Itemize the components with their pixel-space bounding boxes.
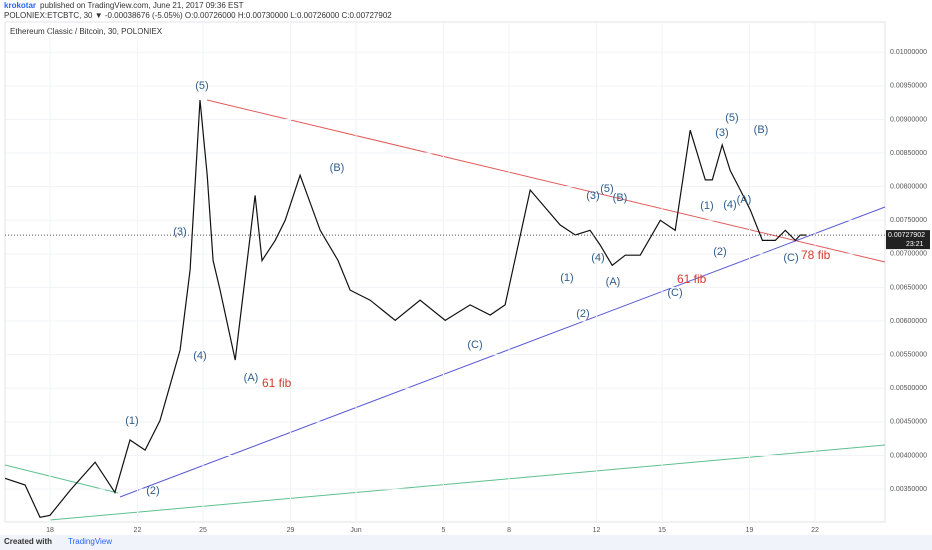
y-tick-label: 0.00450000 — [890, 419, 927, 426]
x-tick-label: 22 — [134, 527, 142, 534]
x-tick-label: 18 — [46, 527, 54, 534]
footer-brand[interactable]: TradingView — [68, 537, 112, 546]
wave-label: (3) — [715, 127, 728, 139]
wave-label: (5) — [195, 80, 208, 92]
y-tick-label: 0.00850000 — [890, 150, 927, 157]
wave-label: (5) — [725, 112, 738, 124]
price-line — [4, 99, 807, 518]
y-tick-label: 0.00400000 — [890, 452, 927, 459]
x-tick-label: 25 — [199, 527, 207, 534]
y-tick-label: 0.00650000 — [890, 284, 927, 291]
quote: POLONIEX:ETCBTC, 30 ▼ -0.00038676 (-5.05… — [4, 11, 392, 20]
y-tick-label: 0.00550000 — [890, 352, 927, 359]
y-tick-label: 0.01000000 — [890, 49, 927, 56]
author[interactable]: krokotar — [4, 1, 36, 10]
fib-label: 61 fib — [262, 376, 292, 390]
y-tick-label: 0.00500000 — [890, 385, 927, 392]
footer-created: Created with — [4, 537, 52, 546]
fib-label: 78 fib — [801, 248, 831, 262]
fib-label: 61 fib — [677, 272, 707, 286]
wave-label: (2) — [576, 308, 589, 320]
last-price-label: 0.00727902 — [888, 232, 925, 239]
wave-label: (A) — [606, 276, 621, 288]
wave-label: (4) — [723, 199, 736, 211]
x-tick-label: 5 — [442, 527, 446, 534]
x-tick-label: 15 — [658, 527, 666, 534]
wave-label: (1) — [700, 200, 713, 212]
wave-label: (1) — [125, 415, 138, 427]
y-tick-label: 0.00350000 — [890, 486, 927, 493]
plot-frame — [4, 21, 886, 523]
y-tick-label: 0.00950000 — [890, 83, 927, 90]
wave-label: (4) — [193, 350, 206, 362]
x-tick-label: 19 — [746, 527, 754, 534]
wave-label: (B) — [330, 162, 345, 174]
footer-bar — [0, 535, 932, 550]
x-tick-label: 29 — [287, 527, 295, 534]
wave-label: (4) — [591, 252, 604, 264]
wave-label: (A) — [244, 372, 259, 384]
support-line — [119, 206, 886, 498]
countdown-label: 23:21 — [906, 241, 924, 248]
wave-label: (3) — [173, 226, 186, 238]
wave-label: (2) — [713, 246, 726, 258]
long-trend-line — [49, 444, 886, 521]
wave-label: (A) — [737, 194, 752, 206]
wave-label: (C) — [783, 252, 798, 264]
short-trend-line — [4, 464, 119, 494]
y-tick-label: 0.00600000 — [890, 318, 927, 325]
y-tick-label: 0.00900000 — [890, 116, 927, 123]
x-tick-label: Jun — [350, 527, 361, 534]
wave-label: (5) — [600, 183, 613, 195]
last-price-box — [886, 230, 930, 250]
wave-label: (C) — [467, 339, 482, 351]
published: published on TradingView.com, June 21, 2… — [40, 1, 244, 10]
x-tick-label: 12 — [593, 527, 601, 534]
x-tick-label: 22 — [811, 527, 819, 534]
x-tick-label: 8 — [507, 527, 511, 534]
wave-label: (3) — [586, 190, 599, 202]
wave-label: (2) — [146, 485, 159, 497]
wave-label: (B) — [613, 192, 628, 204]
wave-label: (1) — [560, 272, 573, 284]
y-tick-label: 0.00800000 — [890, 183, 927, 190]
y-tick-label: 0.00700000 — [890, 251, 927, 258]
y-tick-label: 0.00750000 — [890, 217, 927, 224]
wave-label: (C) — [667, 287, 682, 299]
chart-title: Ethereum Classic / Bitcoin, 30, POLONIEX — [10, 27, 163, 36]
wave-label: (B) — [754, 124, 769, 136]
resistance-line — [206, 99, 886, 263]
